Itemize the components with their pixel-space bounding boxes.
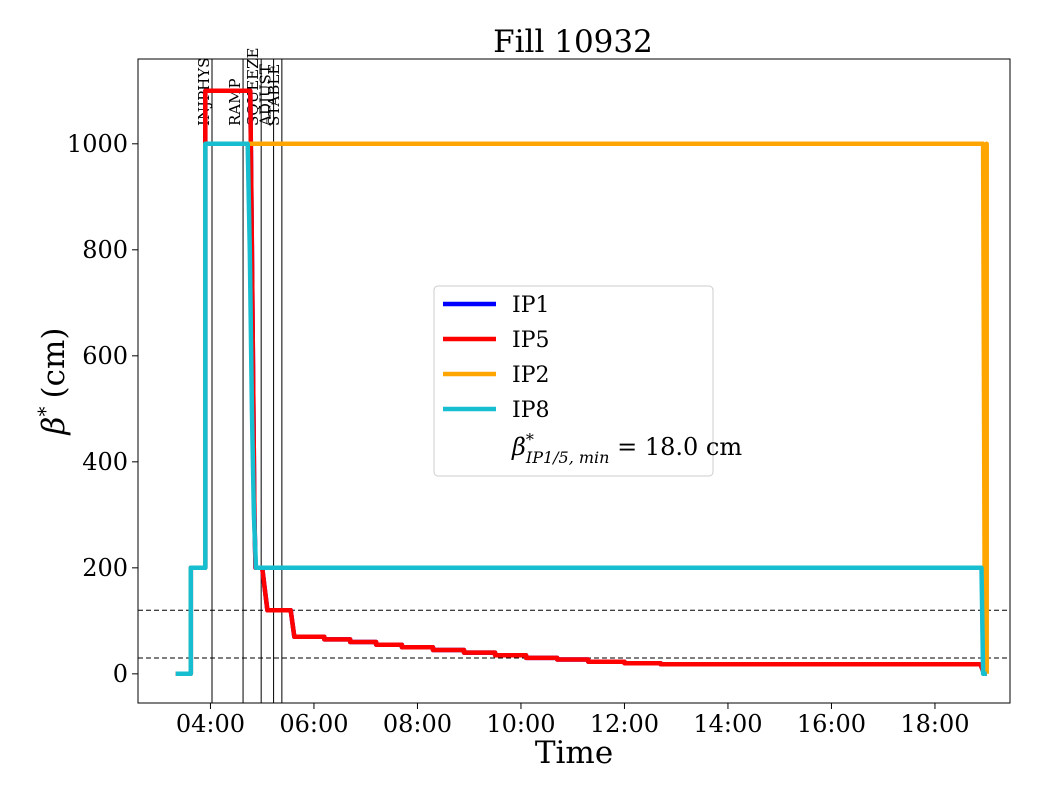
y-tick-label: 800	[82, 236, 128, 264]
legend-label-ip8: IP8	[512, 398, 550, 423]
x-tick-label: 12:00	[590, 710, 659, 738]
legend: IP1 IP5 IP2 IP8 β* IP1/5, min = 18.0 cm	[433, 285, 742, 477]
legend-note-subscript: IP1/5, min	[525, 448, 610, 467]
chart-title: Fill 10932	[493, 24, 653, 60]
legend-note-superscript: *	[526, 430, 534, 449]
y-axis-label-superscript: *	[33, 407, 57, 417]
x-tick-label: 14:00	[693, 710, 762, 738]
y-tick-label: 400	[82, 448, 128, 476]
phase-label-stable: STABLE	[265, 64, 283, 126]
x-tick-label: 04:00	[176, 710, 245, 738]
y-axis-label-symbol: β	[36, 417, 72, 436]
y-axis-label-unit: (cm)	[36, 328, 72, 399]
x-tick-label: 08:00	[383, 710, 452, 738]
x-tick-label: 18:00	[900, 710, 969, 738]
phase-label-ramp: RAMP	[226, 78, 244, 126]
x-tick-label: 10:00	[486, 710, 555, 738]
y-tick-label: 200	[82, 554, 128, 582]
series-line-ip8	[175, 141, 987, 677]
y-axis-label: β* (cm)	[33, 328, 72, 436]
legend-box	[433, 285, 714, 477]
legend-note-symbol: β	[511, 433, 526, 461]
y-tick-label: 600	[82, 342, 128, 370]
y-tick-label: 0	[113, 660, 128, 688]
legend-label-ip1: IP1	[512, 293, 550, 318]
x-axis-label: Time	[535, 735, 613, 771]
plot-frame	[137, 58, 1011, 704]
series-group	[175, 88, 989, 677]
y-tick-label: 1000	[67, 130, 128, 158]
legend-label-ip5: IP5	[512, 328, 550, 353]
phase-label-adjust: ADJUST	[257, 64, 275, 127]
legend-note-value: = 18.0 cm	[609, 433, 742, 461]
legend-label-ip2: IP2	[512, 363, 550, 388]
legend-note: β* IP1/5, min = 18.0 cm	[511, 430, 742, 467]
x-tick-label: 06:00	[279, 710, 348, 738]
x-tick-label: 16:00	[797, 710, 866, 738]
